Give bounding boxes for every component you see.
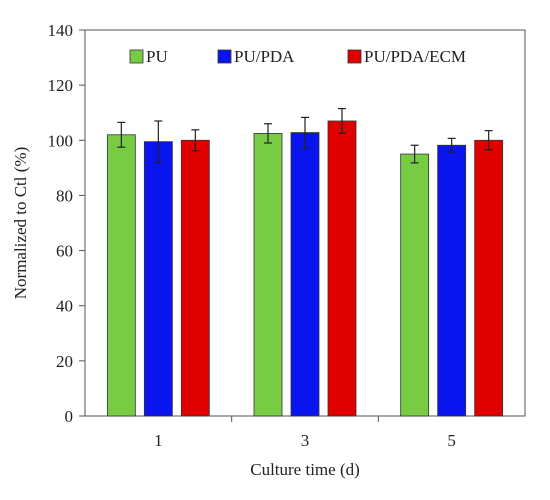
y-axis: 0 20 40 60 80 100 120 140 bbox=[48, 21, 85, 426]
bar-pu-pda-ecm bbox=[474, 139, 504, 417]
legend-label: PU/PDA bbox=[234, 47, 295, 66]
y-tick-label: 40 bbox=[56, 297, 73, 316]
legend-swatch-pu bbox=[129, 49, 144, 64]
bar-pu-pda bbox=[143, 141, 173, 417]
x-axis-title: Culture time (d) bbox=[250, 460, 360, 479]
x-tick-label: 5 bbox=[447, 431, 456, 450]
x-tick-label: 1 bbox=[154, 431, 163, 450]
x-tick-label: 3 bbox=[301, 431, 310, 450]
y-tick-label: 80 bbox=[56, 186, 73, 205]
legend-swatch-pu-pda bbox=[217, 49, 232, 64]
x-axis: 1 3 5 bbox=[154, 416, 456, 450]
y-tick-label: 60 bbox=[56, 242, 73, 261]
y-tick-label: 120 bbox=[48, 76, 74, 95]
bar-pu-pda bbox=[437, 144, 467, 417]
bar-pu-pda-ecm bbox=[180, 139, 210, 417]
y-tick-label: 100 bbox=[48, 131, 74, 150]
bar-pu bbox=[253, 132, 283, 417]
y-tick-label: 0 bbox=[65, 407, 74, 426]
y-axis-title: Normalized to Ctl (%) bbox=[11, 147, 30, 300]
legend-label: PU bbox=[146, 47, 168, 66]
bar-pu-pda-ecm bbox=[327, 120, 357, 417]
bar-pu bbox=[106, 134, 136, 417]
y-tick-label: 20 bbox=[56, 352, 73, 371]
bar-series bbox=[106, 107, 504, 417]
y-tick-label: 140 bbox=[48, 21, 74, 40]
legend: PU PU/PDA PU/PDA/ECM bbox=[129, 47, 466, 66]
bar-pu-pda bbox=[290, 132, 320, 417]
bar-pu bbox=[400, 153, 430, 417]
legend-swatch-pu-pda-ecm bbox=[347, 49, 362, 64]
legend-label: PU/PDA/ECM bbox=[364, 47, 466, 66]
